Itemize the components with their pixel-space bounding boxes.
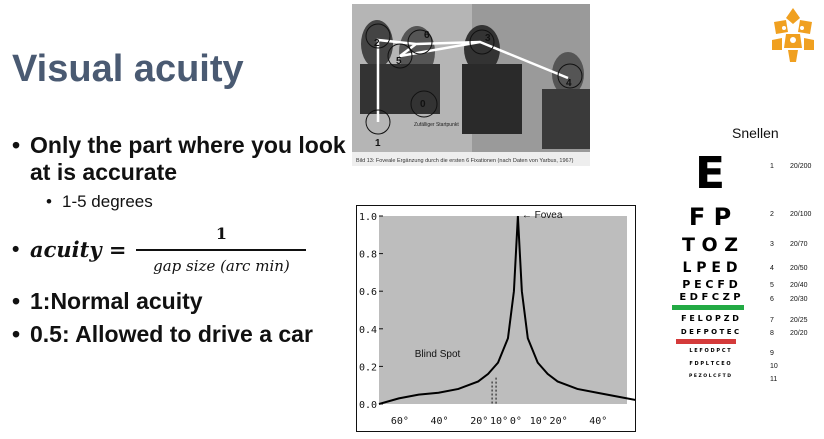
y-tick-label: 0.4	[359, 325, 377, 336]
x-tick-label: 20°	[550, 416, 568, 427]
snellen-row-number: 5	[770, 281, 774, 289]
snellen-row: F P	[688, 203, 732, 231]
blind-spot-annotation: Blind Spot	[415, 349, 461, 360]
university-logo	[772, 8, 814, 62]
fixation-label: 3	[485, 33, 491, 44]
acuity-chart-svg: 1.00.80.60.40.20.060° 40° 20° 10° 0° 10° 20° 40…	[359, 210, 638, 427]
snellen-row: F E L O P Z D	[681, 314, 739, 323]
snellen-row: P E C F D	[682, 278, 738, 291]
snellen-row-ratio: 20/25	[790, 316, 808, 324]
formula-fraction: 1 gap size (arc min)	[136, 220, 307, 280]
slide-title: Visual acuity	[12, 48, 244, 90]
formula-numerator: 1	[215, 224, 228, 243]
x-tick-label: 10°	[490, 416, 508, 427]
formula-lhs: acuity =	[30, 237, 127, 263]
bullet-item: • Only the part where you look at is accu…	[12, 132, 352, 186]
fovea-annotation: ← Fovea	[522, 210, 563, 221]
formula-bullet: • acuity = 1 gap size (arc min)	[12, 220, 352, 280]
bullet-item: • 1:Normal acuity	[12, 287, 203, 314]
acuity-curve	[378, 215, 638, 405]
bullet-text: Only the part where you look at is accur…	[30, 132, 346, 185]
snellen-row: F D P L T C E O	[689, 361, 731, 367]
snellen-row: T O Z	[681, 234, 739, 256]
sub-bullet-item: • 1-5 degrees	[46, 192, 153, 211]
sub-bullet-text: 1-5 degrees	[62, 192, 153, 211]
snellen-row-ratio: 20/30	[790, 295, 808, 303]
start-label: Zufälliger Startpunkt	[414, 122, 459, 128]
fixation-label: 1	[375, 138, 381, 149]
fraction-bar	[136, 249, 307, 251]
x-tick-label: 0°	[510, 416, 522, 427]
snellen-row-number: 1	[770, 163, 774, 171]
fixation-label: 5	[396, 56, 402, 67]
snellen-row-number: 2	[770, 211, 774, 219]
bullet-item: • 0.5: Allowed to drive a car	[12, 320, 313, 347]
snellen-row-number: 8	[770, 330, 774, 338]
snellen-row-number: 7	[770, 316, 774, 324]
snellen-row-number: 11	[770, 375, 778, 383]
bullet-list: • Only the part where you look at is accu…	[12, 132, 352, 354]
snellen-row-ratio: 20/100	[790, 211, 812, 219]
eye-fixation-photo: 1 2 3 4 5 6 0 Zufälliger Startpunkt Bild…	[352, 4, 590, 166]
bullet-text: 0.5: Allowed to drive a car	[30, 320, 313, 347]
x-tick-label: 40°	[589, 416, 607, 427]
x-tick-label: 60°	[391, 416, 409, 427]
photo-caption: Bild 13: Foveale Ergänzung durch die ers…	[356, 158, 574, 164]
snellen-green-bar	[672, 305, 744, 310]
formula-denominator: gap size (arc min)	[153, 256, 290, 275]
fixation-label: 2	[374, 38, 380, 49]
y-tick-label: 0.8	[359, 250, 377, 261]
acuity-chart: 1.0 0.8 0.6 0.4 0.2 0.0 60° 40° 20° 10° 0° 10° 20° 40…	[356, 205, 638, 432]
bullet-text: 1:Normal acuity	[30, 287, 203, 314]
snellen-row-ratio: 20/40	[790, 281, 808, 289]
snellen-row: L P E D	[682, 260, 738, 276]
snellen-row: E D F C Z P	[679, 292, 741, 303]
snellen-row: L E F O D P C T	[689, 348, 731, 354]
snellen-row-ratio: 20/20	[790, 330, 808, 338]
fixation-label: 0	[420, 99, 426, 110]
snellen-row: E	[694, 148, 726, 199]
snellen-row-ratio: 20/70	[790, 240, 808, 248]
snellen-row: P E Z O L C F T D	[688, 374, 732, 379]
snellen-row-number: 9	[770, 349, 774, 357]
snellen-red-bar	[676, 339, 736, 344]
y-tick-label: 0.6	[359, 287, 377, 298]
x-tick-label: 20°	[470, 416, 488, 427]
y-tick-label: 0.0	[359, 400, 377, 411]
fixation-overlay: 1 2 3 4 5 6 0 Zufälliger Startpunkt	[352, 4, 590, 166]
snellen-title: Snellen	[732, 125, 779, 141]
snellen-row-number: 4	[770, 264, 774, 272]
plot-area	[379, 216, 627, 404]
x-tick-label: 40°	[431, 416, 449, 427]
y-tick-label: 1.0	[359, 212, 377, 223]
snellen-row-number: 6	[770, 295, 774, 303]
fixation-label: 4	[566, 78, 572, 89]
x-tick-label: 10°	[530, 416, 548, 427]
y-tick-label: 0.2	[359, 362, 377, 373]
snellen-row-ratio: 20/200	[790, 163, 812, 171]
snellen-row-ratio: 20/50	[790, 264, 808, 272]
snellen-row-number: 3	[770, 240, 774, 248]
fixation-label: 6	[424, 30, 430, 41]
snellen-row-number: 10	[770, 362, 778, 370]
snellen-row: D E F P O T E C	[680, 328, 740, 336]
